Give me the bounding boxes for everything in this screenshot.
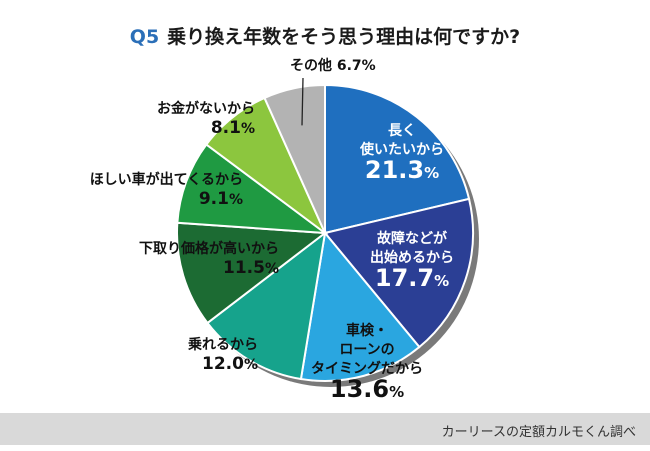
pie-slice-6 (176, 143, 329, 235)
pie-slice-1 (324, 83, 471, 235)
pie-slice-8 (263, 83, 326, 234)
slice-label-7: お金がないから 8.1% (157, 100, 255, 138)
pie-slice-3 (299, 230, 421, 382)
slice-label-3: 車検・ローンのタイミングだから 13.6% (311, 322, 423, 403)
pie-slice-5 (175, 221, 328, 325)
question-number: Q5 (129, 26, 160, 48)
chart-title: Q5 乗り換え年数をそう思う理由は何ですか? (0, 22, 650, 49)
slice-label-2: 故障などが出始めるから 17.7% (370, 230, 454, 292)
question-text: 乗り換え年数をそう思う理由は何ですか? (167, 26, 521, 48)
slice-label-5: 下取り価格が高いから 11.5% (139, 240, 279, 278)
slice-label-6: ほしい車が出てくるから 9.1% (90, 171, 243, 209)
pie-slice-4 (206, 230, 327, 381)
slice-label-1: 長く使いたいから 21.3% (359, 123, 444, 184)
pie-slice-2 (323, 197, 474, 349)
other-leader-line (301, 77, 304, 126)
slice-label-8: その他 6.7% (290, 57, 376, 74)
source-label: カーリースの定額カルモくん調べ (441, 425, 636, 440)
source-bar: カーリースの定額カルモくん調べ (0, 413, 650, 445)
slice-label-4: 乗れるから 12.0% (187, 336, 258, 374)
